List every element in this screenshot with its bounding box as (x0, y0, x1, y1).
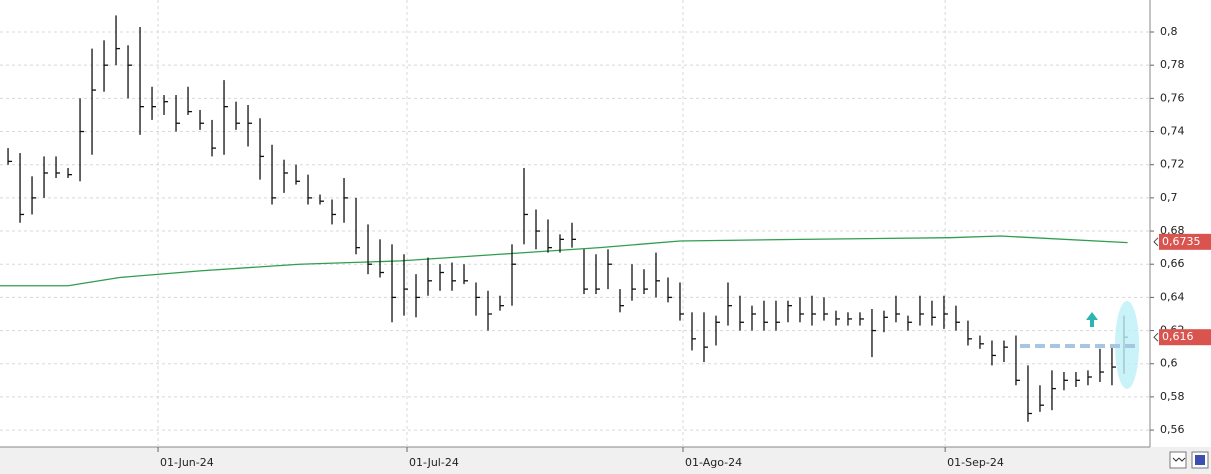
moving-average-line (0, 235, 1128, 287)
y-tick-label: 0,68 (1160, 224, 1185, 237)
y-tick-label: 0,78 (1160, 58, 1185, 71)
x-tick-label: 01-Jul-24 (409, 456, 459, 469)
y-tick-label: 0,72 (1160, 158, 1185, 171)
x-tick-label: 01-Sep-24 (947, 456, 1004, 469)
y-tick-label: 0,64 (1160, 290, 1185, 303)
y-tick-label: 0,76 (1160, 91, 1185, 104)
price-label-box (1159, 233, 1211, 250)
x-axis-strip (0, 447, 1211, 474)
save-icon (1195, 455, 1205, 465)
overlay: 0,6735 0,616 (1153, 233, 1211, 346)
y-tick-label: 0,7 (1160, 191, 1178, 204)
price-label: 0,6735 (1162, 235, 1201, 248)
y-tick-label: 0,8 (1160, 25, 1178, 38)
zoom-button[interactable] (1169, 451, 1187, 469)
y-tick-label: 0,74 (1160, 125, 1185, 138)
price-label-box (1159, 329, 1211, 346)
price-label-pointer (1153, 332, 1159, 342)
zoom-icon (1172, 457, 1186, 462)
plot: 0,560,580,60,620,640,660,680,70,720,740,… (0, 0, 1185, 469)
y-tick-label: 0,56 (1160, 423, 1185, 436)
y-tick-label: 0,66 (1160, 257, 1185, 270)
x-tick-label: 01-Jun-24 (160, 456, 214, 469)
price-label: 0,616 (1162, 330, 1194, 343)
y-tick-label: 0,6 (1160, 357, 1178, 370)
price-label-pointer (1153, 237, 1159, 247)
up-arrow (1086, 312, 1098, 327)
x-tick-label: 01-Ago-24 (685, 456, 742, 469)
y-tick-label: 0,58 (1160, 390, 1185, 403)
